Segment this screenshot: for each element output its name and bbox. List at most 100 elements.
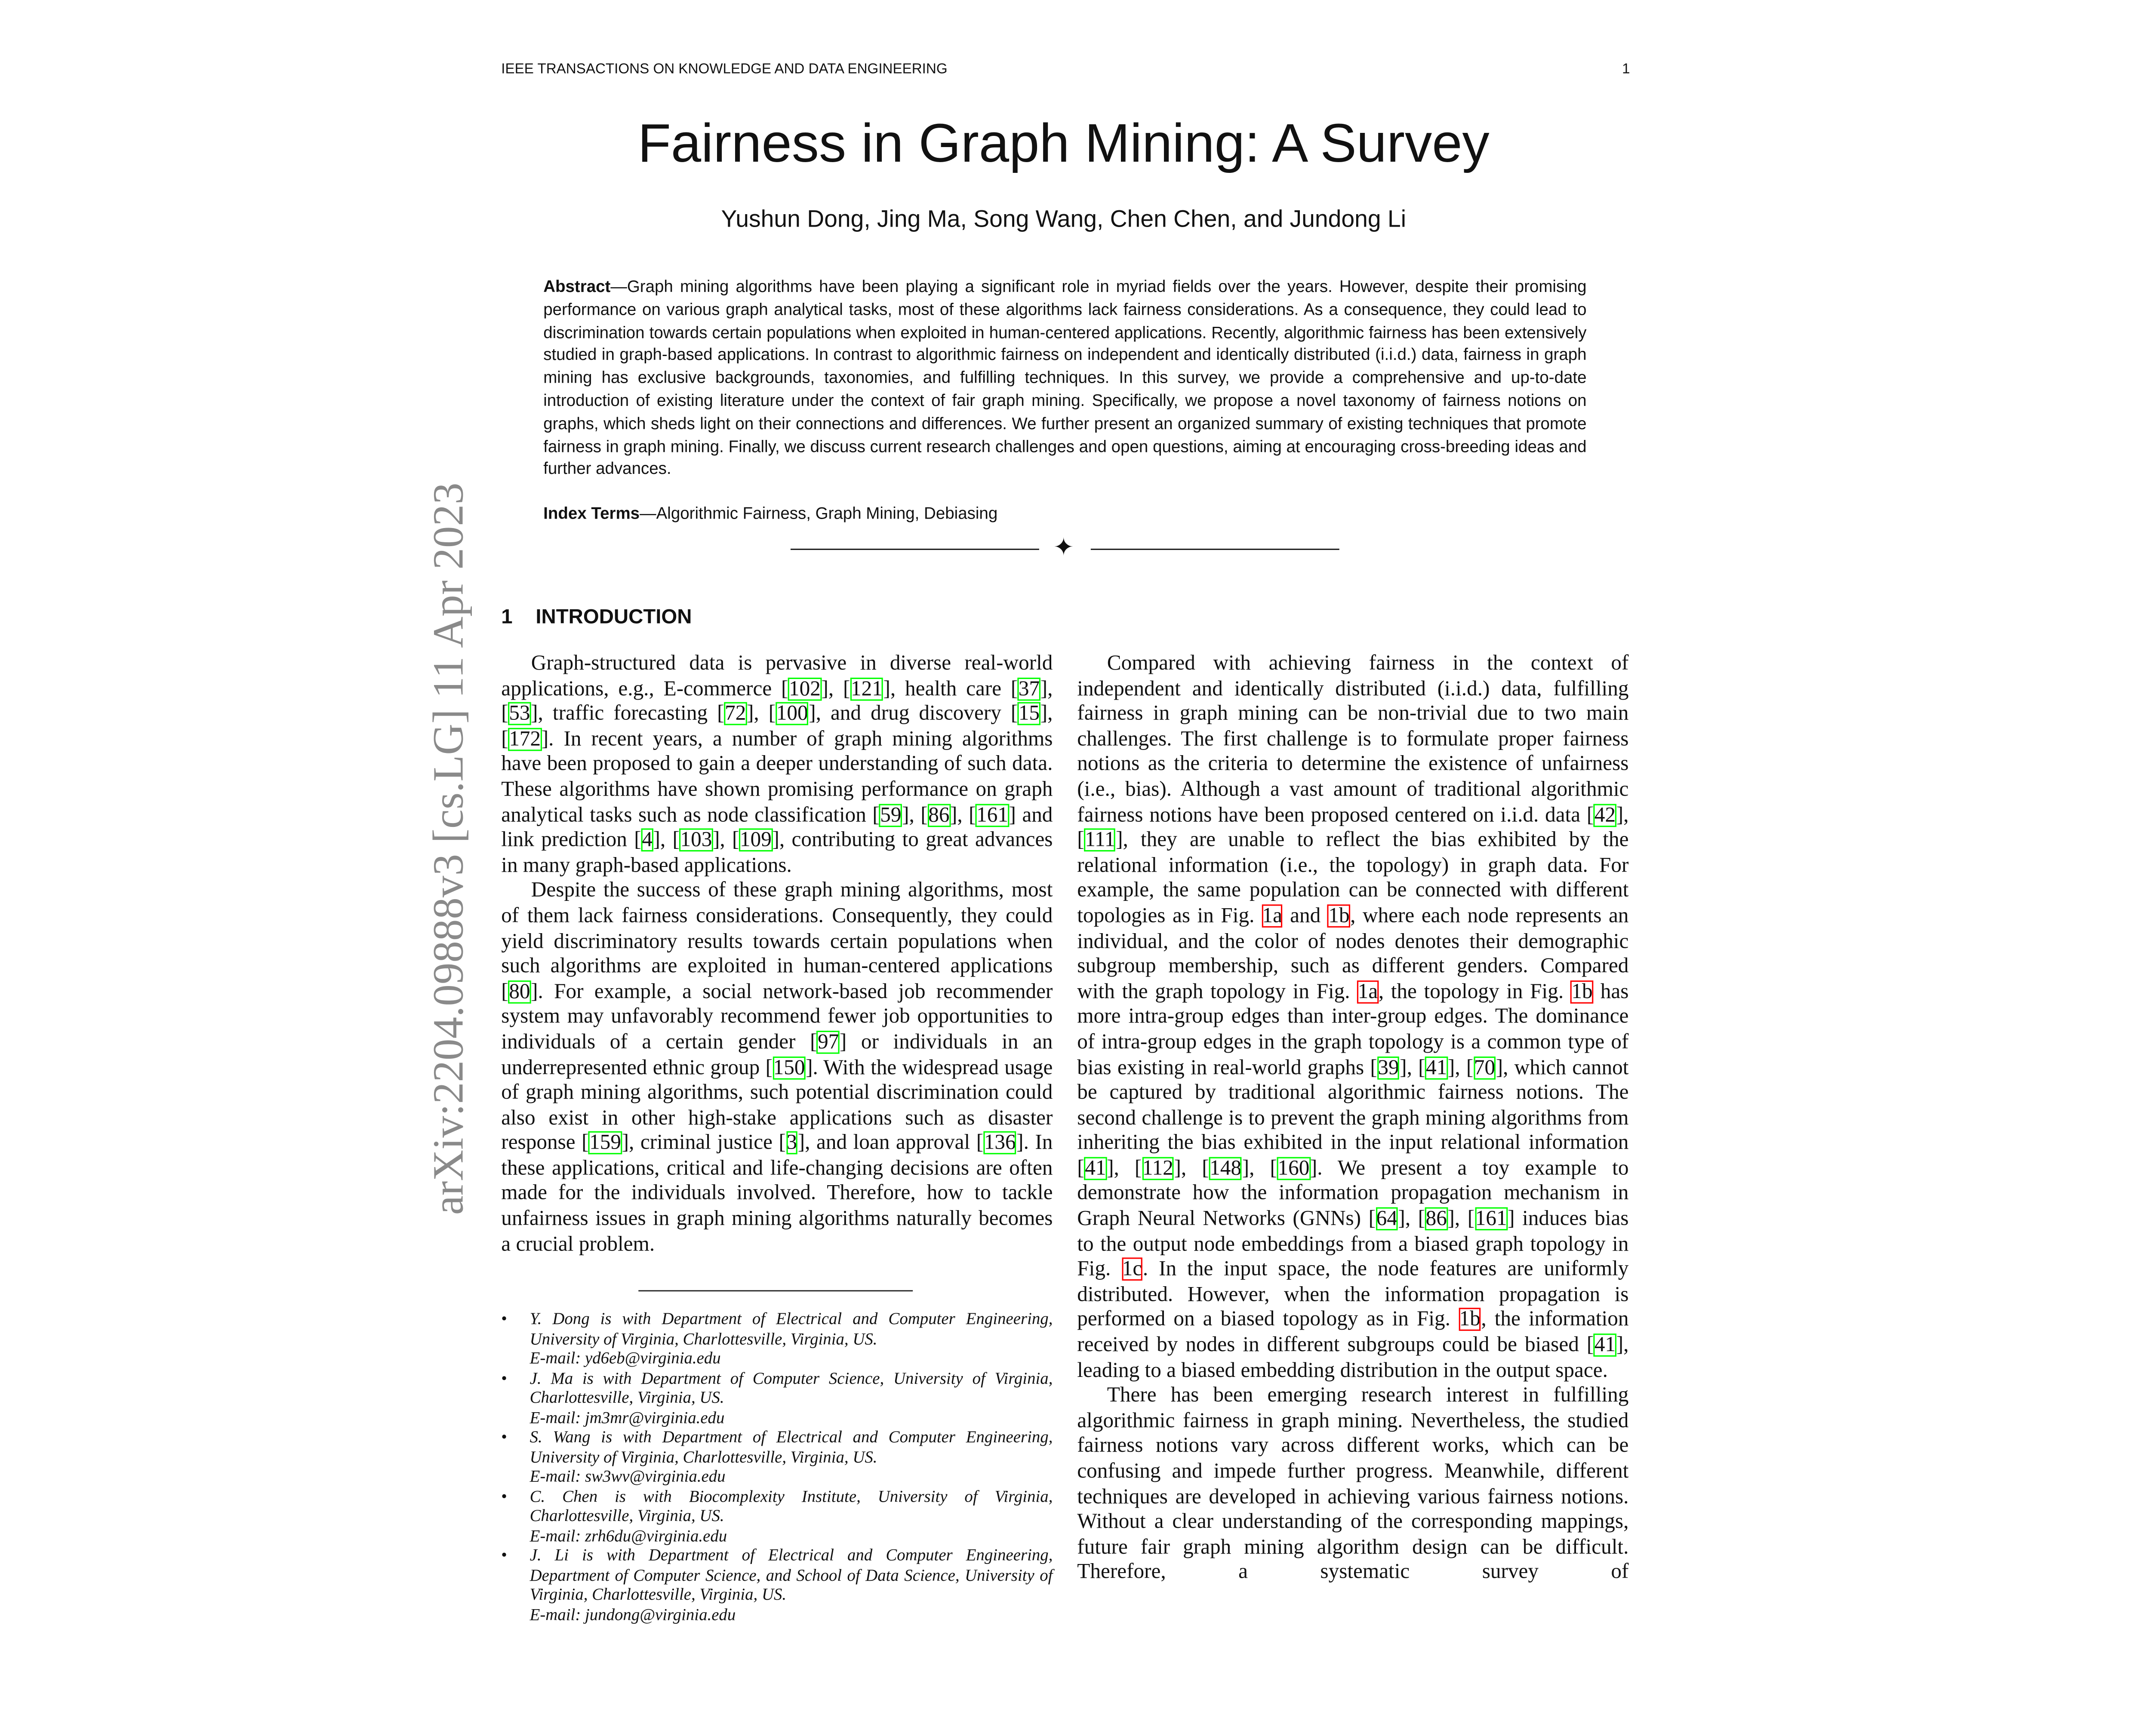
abstract-label: Abstract: [543, 277, 611, 296]
text-run: ], leading to a biased embedding distrib…: [1077, 1333, 1629, 1382]
text-run: ], contributing to great advances in man…: [501, 828, 1053, 877]
bullet-icon: •: [501, 1486, 507, 1506]
text-run: ], [: [712, 828, 739, 852]
text-run: ], [: [1447, 1056, 1474, 1079]
paragraph: Graph-structured data is pervasive in di…: [501, 652, 1053, 879]
text-run: ], they are unable to reflect the bias e…: [1077, 828, 1629, 928]
arxiv-stamp: arXiv:2204.09888v3 [cs.LG] 11 Apr 2023: [423, 482, 472, 1215]
divider-star-icon: ✦: [1053, 534, 1074, 561]
citation-link[interactable]: 4: [641, 828, 653, 852]
divider-line-left: [790, 548, 1039, 550]
citation-link[interactable]: 102: [788, 677, 822, 701]
text-run: ], traffic forecasting [: [531, 702, 724, 725]
paragraph: There has been emerging research interes…: [1077, 1384, 1628, 1586]
citation-link[interactable]: 42: [1594, 803, 1616, 827]
figure-ref-link[interactable]: 1c: [1121, 1258, 1143, 1281]
citation-link[interactable]: 41: [1594, 1333, 1616, 1357]
footnote-item: • Y. Dong is with Department of Electrica…: [501, 1309, 1053, 1368]
text-run: ] or individuals in an underrepresented …: [501, 1030, 1053, 1079]
citation-link[interactable]: 160: [1277, 1157, 1310, 1180]
figure-ref-link[interactable]: 1b: [1327, 904, 1351, 928]
section-heading: 1 INTRODUCTION: [501, 605, 692, 629]
citation-link[interactable]: 112: [1142, 1157, 1174, 1180]
citation-link[interactable]: 100: [776, 702, 809, 725]
text-run: ], and loan approval [: [797, 1131, 984, 1155]
text-run: ]. In recent years, a number of graph mi…: [501, 727, 1053, 827]
text-run: There has been emerging research interes…: [1077, 1384, 1629, 1584]
figure-ref-link[interactable]: 1a: [1261, 904, 1283, 928]
citation-link[interactable]: 37: [1018, 677, 1040, 701]
text-run: ] induces bias to the output node embedd…: [1077, 1207, 1629, 1281]
footnote-rule: [638, 1290, 913, 1292]
section-number: 1: [501, 605, 513, 629]
text-run: ], [: [902, 803, 928, 827]
text-run: ], [: [1077, 803, 1629, 852]
text-run: ]. For example, a social network-based j…: [501, 980, 1053, 1054]
citation-link[interactable]: 136: [983, 1131, 1017, 1155]
figure-ref-link[interactable]: 1b: [1459, 1308, 1481, 1332]
citation-link[interactable]: 41: [1084, 1157, 1107, 1180]
bullet-icon: •: [501, 1427, 507, 1447]
text-run: Compared with achieving fairness in the …: [1077, 651, 1629, 827]
figure-ref-link[interactable]: 1a: [1357, 980, 1379, 1003]
text-run: ], [: [821, 677, 850, 701]
text-run: ], and drug discovery [: [809, 702, 1018, 725]
text-run: ], [: [1242, 1157, 1277, 1180]
citation-link[interactable]: 86: [1425, 1207, 1448, 1231]
citation-link[interactable]: 161: [976, 803, 1009, 827]
divider-line-right: [1090, 548, 1339, 550]
citation-link[interactable]: 72: [724, 702, 747, 725]
abstract-text: —Graph mining algorithms have been playi…: [543, 277, 1587, 479]
index-terms-text: —Algorithmic Fairness, Graph Mining, Deb…: [640, 504, 998, 523]
citation-link[interactable]: 3: [785, 1131, 798, 1155]
text-run: , the information received by nodes in d…: [1077, 1308, 1629, 1357]
author-list: Yushun Dong, Jing Ma, Song Wang, Chen Ch…: [721, 205, 1406, 233]
text-run: , the topology in Fig.: [1378, 980, 1571, 1003]
citation-link[interactable]: 80: [508, 980, 531, 1003]
citation-link[interactable]: 109: [739, 828, 773, 852]
text-run: ] and link prediction [: [501, 803, 1053, 852]
citation-link[interactable]: 64: [1376, 1207, 1398, 1231]
bullet-icon: •: [501, 1309, 507, 1328]
citation-link[interactable]: 41: [1425, 1056, 1448, 1079]
citation-link[interactable]: 59: [879, 803, 902, 827]
citation-link[interactable]: 159: [588, 1131, 622, 1155]
section-title-rest: NTRODUCTION: [541, 605, 692, 629]
text-run: ], [: [1398, 1207, 1425, 1231]
citation-link[interactable]: 172: [508, 727, 542, 751]
footnote-item: • C. Chen is with Biocomplexity Institute…: [501, 1486, 1053, 1545]
footnote-text: C. Chen is with Biocomplexity Institute,…: [529, 1486, 1053, 1545]
text-run: has more intra-group edges than inter-gr…: [1077, 980, 1629, 1079]
citation-link[interactable]: 111: [1084, 828, 1116, 852]
bullet-icon: •: [501, 1368, 507, 1387]
text-run: ], [: [746, 702, 776, 725]
text-run: ], [: [501, 677, 1053, 725]
text-run: Despite the success of these graph minin…: [501, 879, 1053, 1003]
citation-link[interactable]: 148: [1209, 1157, 1242, 1180]
citation-link[interactable]: 53: [508, 702, 531, 725]
citation-link[interactable]: 97: [817, 1030, 840, 1054]
right-column: Compared with achieving fairness in the …: [1077, 652, 1628, 1586]
footnote-text: S. Wang is with Department of Electrical…: [529, 1427, 1053, 1486]
citation-link[interactable]: 39: [1377, 1056, 1400, 1079]
citation-link[interactable]: 150: [773, 1056, 806, 1079]
citation-link[interactable]: 70: [1473, 1056, 1496, 1079]
paragraph: Compared with achieving fairness in the …: [1077, 652, 1628, 1384]
paragraph: Despite the success of these graph minin…: [501, 879, 1053, 1258]
citation-link[interactable]: 15: [1018, 702, 1040, 725]
text-run: Graph-structured data is pervasive in di…: [501, 651, 1053, 701]
footnotes: • Y. Dong is with Department of Electrica…: [501, 1309, 1053, 1624]
section-title-initial: I: [536, 605, 542, 629]
figure-ref-link[interactable]: 1b: [1570, 980, 1594, 1003]
citation-link[interactable]: 103: [679, 828, 713, 852]
running-head: IEEE TRANSACTIONS ON KNOWLEDGE AND DATA …: [501, 61, 948, 78]
citation-link[interactable]: 86: [927, 803, 951, 827]
text-run: ]. In these applications, critical and l…: [501, 1131, 1053, 1256]
footnote-item: • J. Ma is with Department of Computer Sc…: [501, 1368, 1053, 1427]
page-number: 1: [1622, 61, 1630, 78]
paper-title: Fairness in Graph Mining: A Survey: [637, 114, 1490, 174]
citation-link[interactable]: 161: [1474, 1207, 1508, 1231]
citation-link[interactable]: 121: [850, 677, 883, 701]
text-run: ], [: [501, 702, 1053, 751]
footnote-text: Y. Dong is with Department of Electrical…: [529, 1309, 1053, 1368]
